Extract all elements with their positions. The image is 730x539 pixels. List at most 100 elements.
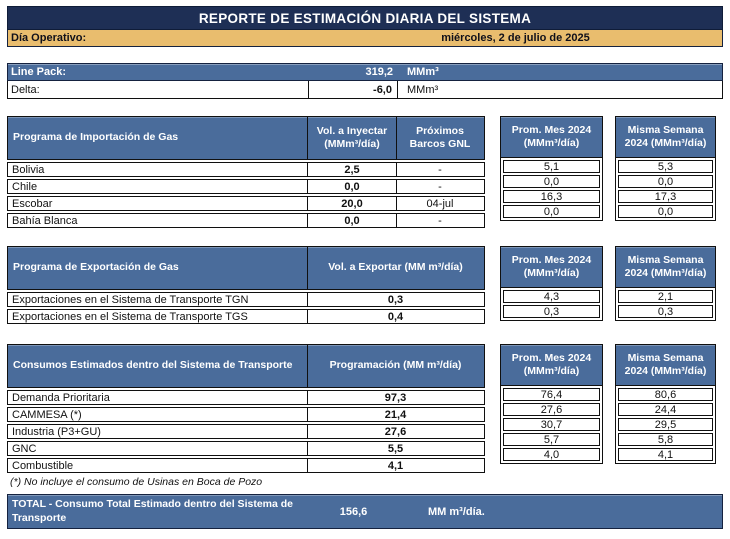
table-row: CAMMESA (*) 21,4	[7, 407, 485, 422]
row-label: Exportaciones en el Sistema de Transport…	[12, 293, 249, 306]
report-title: REPORTE DE ESTIMACIÓN DIARIA DEL SISTEMA	[198, 10, 532, 26]
consumption-table: Consumos Estimados dentro del Sistema de…	[7, 344, 485, 473]
import-header-vol: Vol. a Inyectar (MMm³/día)	[307, 117, 396, 159]
row-label: Combustible	[12, 459, 74, 472]
total-value: 156,6	[339, 505, 368, 518]
operative-day-label: Día Operativo:	[11, 32, 87, 44]
prom-mes-box: Prom. Mes 2024 (MMm³/día) 76,4 27,6 30,7…	[500, 344, 603, 464]
operative-day-bar: Día Operativo: miércoles, 2 de julio de …	[7, 30, 723, 47]
total-label: TOTAL - Consumo Total Estimado dentro de…	[12, 497, 294, 524]
misma-value: 0,3	[618, 305, 713, 318]
import-header-barcos: Próximos Barcos GNL	[396, 117, 483, 159]
export-table: Programa de Exportación de Gas Vol. a Ex…	[7, 246, 485, 324]
row-label: Industria (P3+GU)	[12, 425, 101, 438]
delta-value: -6,0	[309, 81, 398, 98]
table-row: Bolivia 2,5 -	[7, 162, 485, 177]
prom-value: 30,7	[503, 418, 600, 431]
linepack-block: Line Pack: 319,2 MMm³ Delta: -6,0 MMm³	[7, 63, 723, 99]
table-row: Chile 0,0 -	[7, 179, 485, 194]
import-table: Programa de Importación de Gas Vol. a In…	[7, 116, 485, 228]
export-header-vol: Vol. a Exportar (MM m³/día)	[307, 247, 483, 289]
prom-value: 4,3	[503, 290, 600, 303]
row-barcos: -	[396, 214, 483, 227]
export-table-header: Programa de Exportación de Gas Vol. a Ex…	[7, 246, 485, 290]
row-vol: 2,5	[307, 163, 396, 176]
consumption-table-header: Consumos Estimados dentro del Sistema de…	[7, 344, 485, 388]
table-row: GNC 5,5	[7, 441, 485, 456]
misma-semana-header: Misma Semana 2024 (MMm³/día)	[616, 117, 715, 158]
row-vol: 0,4	[307, 310, 483, 323]
row-vol: 4,1	[307, 459, 483, 472]
row-vol: 20,0	[307, 197, 396, 210]
prom-mes-header: Prom. Mes 2024 (MMm³/día)	[501, 345, 602, 386]
misma-value: 0,0	[618, 175, 713, 188]
misma-semana-header: Misma Semana 2024 (MMm³/día)	[616, 345, 715, 386]
prom-value: 16,3	[503, 190, 600, 203]
misma-semana-box: Misma Semana 2024 (MMm³/día) 2,1 0,3	[615, 246, 716, 321]
linepack-value: 319,2	[365, 66, 393, 78]
table-row: Exportaciones en el Sistema de Transport…	[7, 292, 485, 307]
row-vol: 0,0	[307, 214, 396, 227]
row-vol: 21,4	[307, 408, 483, 421]
prom-value: 5,1	[503, 160, 600, 173]
table-row: Bahía Blanca 0,0 -	[7, 213, 485, 228]
row-vol: 5,5	[307, 442, 483, 455]
row-label: Exportaciones en el Sistema de Transport…	[12, 310, 248, 323]
row-label: Escobar	[12, 197, 53, 210]
row-label: CAMMESA (*)	[12, 408, 82, 421]
misma-value: 24,4	[618, 403, 713, 416]
table-row: Escobar 20,0 04-jul	[7, 196, 485, 211]
misma-value: 80,6	[618, 388, 713, 401]
row-vol: 0,3	[307, 293, 483, 306]
misma-value: 29,5	[618, 418, 713, 431]
row-label: Chile	[12, 180, 38, 193]
misma-semana-box: Misma Semana 2024 (MMm³/día) 5,3 0,0 17,…	[615, 116, 716, 221]
consumption-header-label: Consumos Estimados dentro del Sistema de…	[13, 359, 293, 372]
linepack-unit: MMm³	[407, 66, 439, 78]
misma-semana-header: Misma Semana 2024 (MMm³/día)	[616, 247, 715, 288]
table-row: Exportaciones en el Sistema de Transport…	[7, 309, 485, 324]
import-section: Programa de Importación de Gas Vol. a In…	[7, 116, 723, 228]
export-header-label: Programa de Exportación de Gas	[13, 261, 179, 274]
table-row: Combustible 4,1	[7, 458, 485, 473]
total-unit: MM m³/día.	[428, 505, 485, 518]
table-row: Industria (P3+GU) 27,6	[7, 424, 485, 439]
row-vol: 97,3	[307, 391, 483, 404]
row-label: GNC	[12, 442, 37, 455]
row-label: Bolivia	[12, 163, 45, 176]
prom-value: 0,0	[503, 205, 600, 218]
delta-row: Delta: -6,0 MMm³	[7, 81, 723, 99]
footnote: (*) No incluye el consumo de Usinas en B…	[10, 476, 263, 488]
prom-mes-box: Prom. Mes 2024 (MMm³/día) 4,3 0,3	[500, 246, 603, 321]
row-barcos: -	[396, 180, 483, 193]
row-vol: 27,6	[307, 425, 483, 438]
row-label: Demanda Prioritaria	[12, 391, 110, 404]
linepack-row: Line Pack: 319,2 MMm³	[7, 63, 723, 81]
prom-value: 0,0	[503, 175, 600, 188]
prom-value: 4,0	[503, 448, 600, 461]
row-label: Bahía Blanca	[12, 214, 78, 227]
prom-value: 5,7	[503, 433, 600, 446]
row-barcos: 04-jul	[396, 197, 483, 210]
row-vol: 0,0	[307, 180, 396, 193]
table-row: Demanda Prioritaria 97,3	[7, 390, 485, 405]
import-table-header: Programa de Importación de Gas Vol. a In…	[7, 116, 485, 160]
total-bar: TOTAL - Consumo Total Estimado dentro de…	[7, 494, 723, 529]
prom-value: 27,6	[503, 403, 600, 416]
prom-value: 76,4	[503, 388, 600, 401]
misma-value: 4,1	[618, 448, 713, 461]
prom-mes-box: Prom. Mes 2024 (MMm³/día) 5,1 0,0 16,3 0…	[500, 116, 603, 221]
prom-mes-header: Prom. Mes 2024 (MMm³/día)	[501, 117, 602, 158]
operative-day-date: miércoles, 2 de julio de 2025	[441, 32, 590, 44]
misma-value: 2,1	[618, 290, 713, 303]
prom-mes-header: Prom. Mes 2024 (MMm³/día)	[501, 247, 602, 288]
delta-unit: MMm³	[407, 83, 439, 96]
import-header-label: Programa de Importación de Gas	[13, 131, 179, 144]
prom-value: 0,3	[503, 305, 600, 318]
misma-value: 5,3	[618, 160, 713, 173]
delta-label: Delta:	[8, 81, 309, 98]
export-section: Programa de Exportación de Gas Vol. a Ex…	[7, 246, 723, 324]
consumption-header-vol: Programación (MM m³/día)	[307, 345, 483, 387]
linepack-label: Line Pack:	[11, 66, 67, 78]
